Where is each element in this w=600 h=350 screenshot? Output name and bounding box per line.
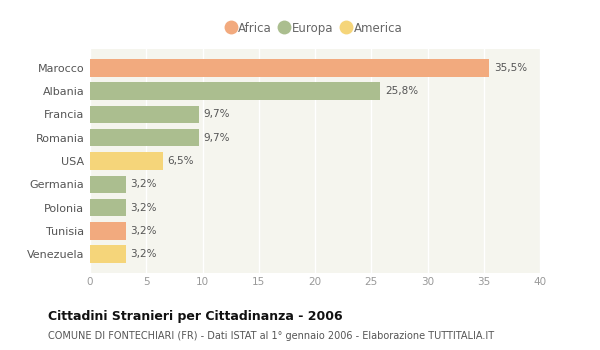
Bar: [90, 152, 163, 170]
Bar: [90, 245, 126, 263]
Bar: [90, 199, 126, 216]
Text: Cittadini Stranieri per Cittadinanza - 2006: Cittadini Stranieri per Cittadinanza - 2…: [48, 310, 343, 323]
Text: 3,2%: 3,2%: [131, 226, 157, 236]
Text: COMUNE DI FONTECHIARI (FR) - Dati ISTAT al 1° gennaio 2006 - Elaborazione TUTTIT: COMUNE DI FONTECHIARI (FR) - Dati ISTAT …: [48, 331, 494, 341]
Text: 35,5%: 35,5%: [494, 63, 527, 73]
Text: 9,7%: 9,7%: [203, 110, 230, 119]
Legend: Africa, Europa, America: Africa, Europa, America: [223, 17, 407, 39]
Bar: [90, 129, 199, 146]
Bar: [90, 222, 126, 239]
Bar: [90, 176, 126, 193]
Text: 3,2%: 3,2%: [131, 179, 157, 189]
Text: 3,2%: 3,2%: [131, 249, 157, 259]
Text: 9,7%: 9,7%: [203, 133, 230, 143]
Text: 3,2%: 3,2%: [131, 203, 157, 212]
Bar: [90, 83, 380, 100]
Bar: [90, 106, 199, 123]
Text: 25,8%: 25,8%: [385, 86, 418, 96]
Text: 6,5%: 6,5%: [167, 156, 194, 166]
Bar: [90, 59, 490, 77]
